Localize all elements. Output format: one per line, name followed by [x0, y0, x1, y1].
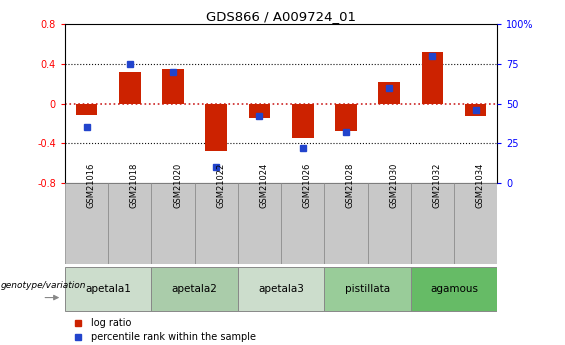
Bar [411, 183, 454, 264]
Text: agamous: agamous [430, 284, 478, 294]
Bar [324, 267, 411, 311]
Text: GSM21030: GSM21030 [389, 162, 398, 208]
Bar [465, 104, 486, 116]
Text: pistillata: pistillata [345, 284, 390, 294]
Bar [194, 183, 238, 264]
Bar [76, 104, 97, 116]
Bar [108, 183, 151, 264]
Text: GSM21028: GSM21028 [346, 162, 355, 208]
Text: GSM21022: GSM21022 [216, 162, 225, 208]
Text: GSM21032: GSM21032 [432, 162, 441, 208]
Bar [151, 267, 238, 311]
Bar [367, 183, 411, 264]
Text: GSM21024: GSM21024 [259, 162, 268, 208]
Text: GSM21018: GSM21018 [130, 162, 139, 208]
Text: percentile rank within the sample: percentile rank within the sample [91, 332, 256, 342]
Text: GSM21016: GSM21016 [86, 162, 95, 208]
Text: GSM21034: GSM21034 [476, 162, 485, 208]
Title: GDS866 / A009724_01: GDS866 / A009724_01 [206, 10, 356, 23]
Bar [65, 267, 151, 311]
Bar [421, 52, 443, 104]
Text: genotype/variation: genotype/variation [1, 281, 86, 290]
Text: GSM21026: GSM21026 [303, 162, 312, 208]
Bar [292, 104, 314, 138]
Bar [454, 183, 497, 264]
Text: GSM21020: GSM21020 [173, 162, 182, 208]
Bar [162, 69, 184, 104]
Text: apetala1: apetala1 [85, 284, 131, 294]
Text: apetala2: apetala2 [172, 284, 218, 294]
Bar [151, 183, 194, 264]
Bar [238, 183, 281, 264]
Bar [411, 267, 497, 311]
Bar [335, 104, 357, 131]
Bar [119, 72, 141, 103]
Bar [238, 267, 324, 311]
Bar [249, 104, 270, 118]
Text: apetala3: apetala3 [258, 284, 304, 294]
Bar [324, 183, 368, 264]
Bar [281, 183, 324, 264]
Bar [206, 104, 227, 151]
Bar [65, 183, 108, 264]
Bar [379, 82, 400, 104]
Text: log ratio: log ratio [91, 318, 131, 328]
